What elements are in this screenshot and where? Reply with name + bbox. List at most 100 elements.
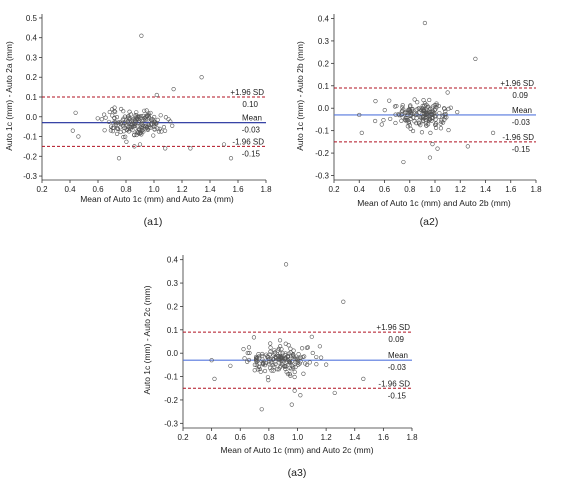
y-tick-label: -0.1 bbox=[23, 133, 37, 142]
data-point bbox=[132, 121, 137, 126]
data-point bbox=[272, 364, 277, 369]
data-point bbox=[141, 118, 146, 123]
panel-a2-frame bbox=[333, 14, 536, 181]
data-point bbox=[403, 116, 408, 121]
data-point bbox=[290, 352, 296, 357]
y-tick-label: 0.4 bbox=[167, 256, 179, 265]
data-point bbox=[257, 366, 262, 372]
y-tick-label: 0.2 bbox=[167, 302, 179, 311]
x-tick-label: 1.8 bbox=[260, 185, 272, 194]
data-point bbox=[283, 353, 288, 358]
data-point bbox=[133, 114, 138, 119]
lower-limit-value: -0.15 bbox=[242, 149, 261, 158]
data-point bbox=[304, 362, 310, 367]
upper-limit-value: 0.10 bbox=[242, 100, 258, 109]
data-point bbox=[446, 106, 451, 111]
data-point bbox=[242, 356, 247, 361]
data-point bbox=[246, 345, 252, 350]
data-point bbox=[282, 363, 287, 368]
data-point bbox=[296, 356, 301, 361]
data-point bbox=[291, 353, 296, 358]
data-point bbox=[154, 92, 159, 98]
data-point bbox=[95, 116, 100, 121]
data-point bbox=[121, 109, 126, 114]
data-point bbox=[134, 110, 139, 115]
data-point bbox=[381, 118, 386, 123]
data-point bbox=[455, 109, 460, 115]
data-point bbox=[399, 112, 404, 117]
y-tick-label: 0.0 bbox=[318, 104, 330, 113]
data-point bbox=[291, 364, 296, 369]
data-point bbox=[259, 407, 264, 412]
y-tick-label: 0.0 bbox=[167, 349, 179, 358]
panel-a2-ticks: 0.2 0.4 0.6 0.8 1.0 1.2 1.4 1.6 1.8 0.4 0.3 0.2 0.1 0… bbox=[315, 14, 542, 194]
data-point bbox=[465, 144, 470, 149]
data-point bbox=[170, 123, 175, 128]
data-point bbox=[416, 120, 422, 125]
y-tick-label: -0.2 bbox=[315, 149, 329, 158]
data-point bbox=[254, 356, 259, 361]
data-point bbox=[268, 345, 273, 350]
data-point bbox=[267, 360, 272, 365]
data-point bbox=[199, 75, 204, 80]
data-point bbox=[150, 117, 155, 122]
lower-limit-value: -0.15 bbox=[388, 391, 407, 400]
data-point bbox=[410, 107, 415, 112]
data-point bbox=[114, 131, 120, 136]
panel-a1-points bbox=[70, 33, 234, 161]
x-tick-label: 0.8 bbox=[263, 433, 275, 442]
data-point bbox=[421, 110, 426, 116]
y-tick-label: 0.1 bbox=[26, 93, 38, 102]
data-point bbox=[407, 109, 413, 114]
data-point bbox=[332, 390, 337, 396]
data-point bbox=[424, 123, 429, 128]
x-tick-label: 1.6 bbox=[378, 433, 390, 442]
data-point bbox=[106, 119, 112, 125]
data-point bbox=[112, 120, 118, 125]
data-point bbox=[420, 114, 425, 119]
data-point bbox=[245, 350, 250, 356]
data-point bbox=[359, 130, 364, 135]
data-point bbox=[254, 355, 260, 360]
data-point bbox=[435, 146, 440, 151]
y-tick-label: 0.3 bbox=[26, 53, 38, 62]
data-point bbox=[424, 116, 429, 121]
x-tick-label: 0.2 bbox=[328, 185, 340, 194]
data-point bbox=[110, 113, 115, 118]
data-point bbox=[139, 129, 144, 134]
data-point bbox=[300, 354, 305, 360]
data-point bbox=[426, 111, 431, 116]
data-point bbox=[309, 334, 314, 339]
data-point bbox=[314, 354, 319, 360]
data-point bbox=[144, 108, 149, 113]
data-point bbox=[115, 126, 121, 132]
x-tick-label: 1.8 bbox=[530, 185, 542, 194]
data-point bbox=[273, 356, 279, 361]
x-tick-label: 1.0 bbox=[148, 185, 160, 194]
panel-a3-xlabel: Mean of Auto 1c (mm) and Auto 2c (mm) bbox=[220, 445, 373, 455]
panel-a3-ylabel: Auto 1c (mm) - Auto 2c (mm) bbox=[142, 285, 152, 394]
data-point bbox=[399, 109, 404, 114]
data-point bbox=[275, 367, 280, 372]
data-point bbox=[298, 355, 303, 360]
data-point bbox=[143, 123, 148, 129]
panel-a1-ylabel: Auto 1c (mm) - Auto 2a (mm) bbox=[4, 41, 14, 151]
y-tick-label: 0.2 bbox=[318, 59, 330, 68]
data-point bbox=[254, 358, 259, 364]
data-point bbox=[124, 139, 129, 144]
data-point bbox=[427, 155, 433, 160]
data-point bbox=[297, 361, 302, 366]
data-point bbox=[137, 142, 143, 147]
y-tick-label: -0.3 bbox=[315, 172, 329, 181]
data-point bbox=[130, 117, 135, 123]
data-point bbox=[393, 120, 398, 126]
data-point bbox=[293, 365, 298, 370]
data-point bbox=[141, 129, 146, 134]
data-point bbox=[253, 354, 259, 360]
data-point bbox=[430, 104, 435, 109]
x-tick-label: 0.4 bbox=[354, 185, 366, 194]
data-point bbox=[416, 106, 421, 111]
mean-label: Mean bbox=[388, 351, 408, 360]
data-point bbox=[113, 109, 118, 114]
data-point bbox=[400, 115, 405, 120]
